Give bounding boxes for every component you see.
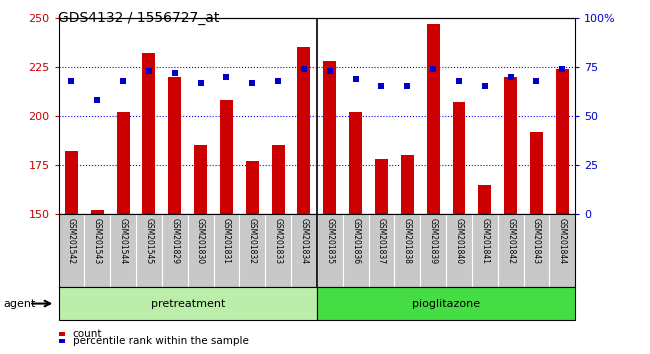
Bar: [65, 151, 78, 214]
Point: [299, 66, 309, 72]
Bar: [349, 112, 362, 214]
Bar: [58, 332, 65, 336]
Text: GSM201831: GSM201831: [222, 218, 231, 264]
Point: [402, 84, 413, 89]
Text: GSM201543: GSM201543: [93, 218, 102, 264]
Bar: [142, 53, 155, 214]
Bar: [530, 132, 543, 214]
Point: [247, 80, 257, 85]
Text: agent: agent: [3, 298, 36, 309]
Bar: [452, 102, 465, 214]
Point: [273, 78, 283, 84]
Bar: [317, 287, 575, 320]
Bar: [116, 112, 129, 214]
Point: [118, 78, 128, 84]
Text: GSM201842: GSM201842: [506, 218, 515, 264]
Text: GSM201545: GSM201545: [144, 218, 153, 264]
Bar: [272, 145, 285, 214]
Text: GDS4132 / 1556727_at: GDS4132 / 1556727_at: [58, 11, 220, 25]
Text: count: count: [73, 329, 102, 339]
Point: [531, 78, 541, 84]
Bar: [298, 47, 311, 214]
Bar: [168, 76, 181, 214]
Text: GSM201841: GSM201841: [480, 218, 489, 264]
Point: [428, 66, 438, 72]
Text: GSM201830: GSM201830: [196, 218, 205, 264]
Bar: [401, 155, 414, 214]
Point: [170, 70, 180, 75]
Point: [221, 74, 231, 79]
Bar: [426, 24, 439, 214]
Point: [454, 78, 464, 84]
Point: [480, 84, 490, 89]
Bar: [556, 69, 569, 214]
Bar: [504, 76, 517, 214]
Bar: [478, 185, 491, 214]
Text: GSM201829: GSM201829: [170, 218, 179, 264]
Point: [350, 76, 361, 81]
Text: GSM201839: GSM201839: [428, 218, 437, 264]
Point: [144, 68, 154, 74]
Bar: [220, 100, 233, 214]
Bar: [91, 210, 104, 214]
Text: pretreatment: pretreatment: [151, 298, 225, 309]
Bar: [246, 161, 259, 214]
Text: GSM201836: GSM201836: [351, 218, 360, 264]
Bar: [194, 145, 207, 214]
Text: GSM201843: GSM201843: [532, 218, 541, 264]
Text: pioglitazone: pioglitazone: [412, 298, 480, 309]
Text: GSM201834: GSM201834: [300, 218, 309, 264]
Point: [92, 97, 103, 103]
Text: GSM201833: GSM201833: [274, 218, 283, 264]
Text: GSM201840: GSM201840: [454, 218, 463, 264]
Bar: [58, 287, 317, 320]
Point: [506, 74, 516, 79]
Text: GSM201837: GSM201837: [377, 218, 386, 264]
Text: GSM201542: GSM201542: [67, 218, 76, 264]
Text: GSM201838: GSM201838: [403, 218, 412, 264]
Text: GSM201544: GSM201544: [118, 218, 127, 264]
Point: [196, 80, 206, 85]
Text: GSM201835: GSM201835: [325, 218, 334, 264]
Point: [557, 66, 567, 72]
Point: [376, 84, 387, 89]
Bar: [323, 61, 336, 214]
Text: GSM201844: GSM201844: [558, 218, 567, 264]
Text: GSM201832: GSM201832: [248, 218, 257, 264]
Point: [324, 68, 335, 74]
Bar: [58, 339, 65, 343]
Bar: [375, 159, 388, 214]
Text: percentile rank within the sample: percentile rank within the sample: [73, 336, 249, 346]
Point: [66, 78, 77, 84]
